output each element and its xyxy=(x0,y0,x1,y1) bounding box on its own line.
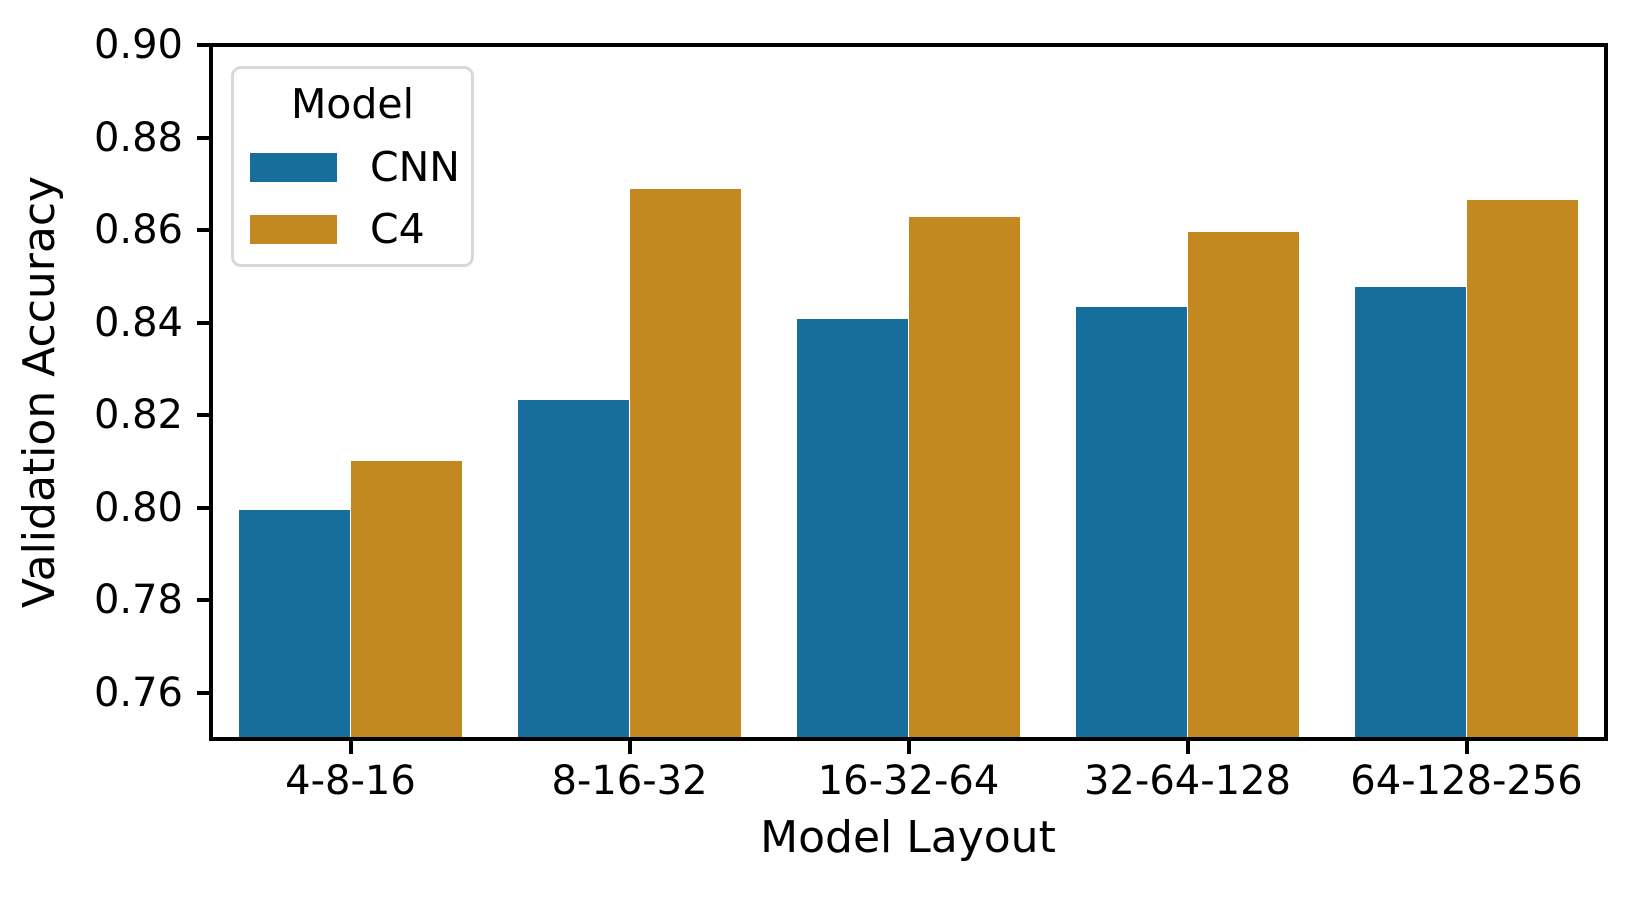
y-tick-mark xyxy=(197,413,211,418)
axis-spine-bottom xyxy=(209,737,1608,741)
bar-cnn-32-64-128 xyxy=(1075,306,1188,737)
y-tick-mark xyxy=(197,690,211,695)
legend-row-cnn: CNN xyxy=(234,142,471,192)
legend-swatch-c4 xyxy=(250,214,337,244)
y-tick-label: 0.76 xyxy=(93,669,183,716)
y-tick-label: 0.80 xyxy=(93,484,183,531)
bar-cnn-4-8-16 xyxy=(238,510,351,737)
legend-rows: CNN C4 xyxy=(234,142,471,254)
y-tick-mark xyxy=(197,228,211,233)
x-tick-mark xyxy=(1185,741,1190,754)
x-tick-mark xyxy=(627,741,632,754)
y-tick-mark xyxy=(197,320,211,325)
y-tick-mark xyxy=(197,135,211,140)
y-tick-label: 0.78 xyxy=(93,577,183,624)
x-tick-label: 32-64-128 xyxy=(1083,758,1291,804)
axis-spine-left xyxy=(209,43,213,741)
axis-spine-right xyxy=(1604,43,1608,741)
y-tick-label: 0.82 xyxy=(93,392,183,439)
y-tick-mark xyxy=(197,598,211,603)
y-tick-label: 0.86 xyxy=(93,207,183,254)
bar-c4-64-128-256 xyxy=(1466,199,1579,737)
x-axis-label: Model Layout xyxy=(760,812,1056,863)
bar-cnn-8-16-32 xyxy=(517,400,630,737)
y-tick-label: 0.88 xyxy=(93,114,183,161)
y-tick-mark xyxy=(197,43,211,47)
bar-cnn-16-32-64 xyxy=(796,318,909,737)
y-tick-mark xyxy=(197,505,211,510)
axis-spine-top xyxy=(209,43,1608,47)
legend-title: Model xyxy=(290,80,415,128)
bar-c4-8-16-32 xyxy=(629,189,742,737)
x-tick-label: 4-8-16 xyxy=(285,758,416,804)
y-tick-label: 0.90 xyxy=(93,22,183,68)
legend-label: CNN xyxy=(370,142,460,191)
x-tick-label: 64-128-256 xyxy=(1350,758,1583,804)
x-tick-label: 16-32-64 xyxy=(817,758,1000,804)
bar-c4-4-8-16 xyxy=(350,460,463,737)
legend-swatch-cnn xyxy=(250,152,337,182)
y-tick-label: 0.84 xyxy=(93,299,183,346)
x-tick-label: 8-16-32 xyxy=(551,758,708,804)
x-tick-mark xyxy=(1464,741,1469,754)
bar-cnn-64-128-256 xyxy=(1354,286,1467,737)
legend: Model CNN C4 xyxy=(231,66,474,267)
x-tick-mark xyxy=(348,741,353,754)
x-tick-mark xyxy=(906,741,911,754)
legend-label: C4 xyxy=(370,204,425,253)
y-axis-label: Validation Accuracy xyxy=(14,175,65,609)
bar-c4-32-64-128 xyxy=(1187,231,1300,737)
legend-row-c4: C4 xyxy=(234,204,471,254)
bar-c4-16-32-64 xyxy=(908,216,1021,737)
